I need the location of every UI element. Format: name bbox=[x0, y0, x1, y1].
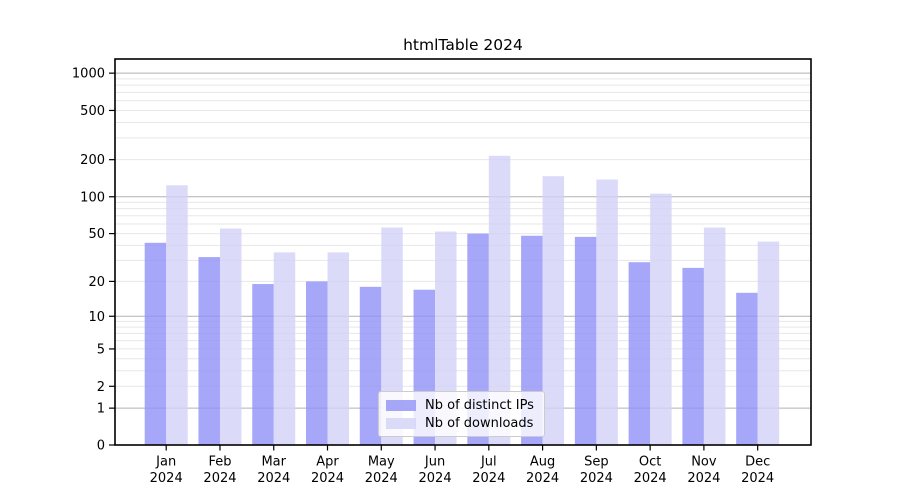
legend-label-downloads: Nb of downloads bbox=[425, 415, 534, 431]
y-tick-label: 200 bbox=[80, 153, 105, 168]
bar-ips-oct bbox=[628, 262, 651, 445]
bar-downloads-aug bbox=[542, 176, 565, 445]
bar-ips-dec bbox=[736, 292, 758, 445]
bar-downloads-may bbox=[381, 227, 403, 445]
bar-ips-mar bbox=[252, 284, 274, 445]
bar-downloads-sep bbox=[596, 179, 618, 445]
legend-swatch-distinct-ips bbox=[386, 399, 416, 411]
x-tick-label-year: 2024 bbox=[741, 471, 774, 486]
legend: Nb of distinct IPs Nb of downloads bbox=[378, 391, 545, 437]
bar-downloads-jan bbox=[166, 185, 188, 445]
y-tick-label: 10 bbox=[88, 310, 105, 325]
y-tick-label: 1 bbox=[97, 402, 105, 417]
x-tick-label-year: 2024 bbox=[203, 471, 236, 486]
legend-label-distinct-ips: Nb of distinct IPs bbox=[425, 397, 534, 413]
bar-downloads-oct bbox=[650, 193, 672, 445]
x-tick-label-year: 2024 bbox=[634, 471, 667, 486]
y-tick-label: 1000 bbox=[72, 67, 105, 82]
x-tick-label-month: Apr bbox=[316, 455, 339, 470]
x-tick-label-year: 2024 bbox=[257, 471, 290, 486]
y-tick-label: 20 bbox=[88, 275, 105, 290]
y-tick-label: 2 bbox=[97, 380, 105, 395]
bar-downloads-jul bbox=[488, 155, 511, 445]
chart-title: htmlTable 2024 bbox=[403, 36, 523, 54]
bar-ips-apr bbox=[306, 281, 328, 445]
x-tick-label-month: Nov bbox=[691, 455, 717, 470]
y-tick-label: 5 bbox=[97, 342, 105, 357]
bar-ips-sep bbox=[574, 236, 597, 445]
y-tick-label: 0 bbox=[97, 439, 105, 454]
x-tick-label-year: 2024 bbox=[687, 471, 720, 486]
legend-entry-distinct-ips: Nb of distinct IPs bbox=[386, 397, 544, 413]
x-tick-label-month: Feb bbox=[208, 455, 231, 470]
x-tick-label-month: Aug bbox=[530, 455, 555, 470]
x-tick-label-year: 2024 bbox=[580, 471, 613, 486]
x-tick-label-year: 2024 bbox=[311, 471, 344, 486]
x-tick-label-year: 2024 bbox=[419, 471, 452, 486]
x-tick-label-month: Jun bbox=[424, 455, 445, 470]
bar-ips-may bbox=[359, 286, 382, 445]
x-tick-label-month: Jan bbox=[155, 455, 176, 470]
y-tick-label: 50 bbox=[88, 227, 105, 242]
x-tick-label-month: Sep bbox=[584, 455, 609, 470]
bar-ips-nov bbox=[682, 267, 704, 445]
x-tick-label-month: Jul bbox=[480, 455, 497, 470]
x-tick-label-year: 2024 bbox=[150, 471, 183, 486]
plot-border bbox=[114, 58, 812, 446]
y-tick-label: 100 bbox=[80, 190, 105, 205]
x-tick-label-month: Dec bbox=[745, 455, 770, 470]
legend-entry-downloads: Nb of downloads bbox=[386, 415, 544, 431]
bar-downloads-feb bbox=[219, 228, 242, 445]
bar-downloads-mar bbox=[273, 252, 296, 445]
bar-downloads-nov bbox=[703, 227, 726, 445]
bar-downloads-dec bbox=[757, 241, 780, 445]
legend-swatch-downloads bbox=[386, 417, 416, 429]
bar-ips-jan bbox=[144, 242, 167, 445]
x-tick-label-month: Mar bbox=[261, 455, 286, 470]
y-tick-label: 500 bbox=[80, 104, 105, 119]
x-tick-label-year: 2024 bbox=[472, 471, 505, 486]
bar-downloads-apr bbox=[327, 252, 350, 445]
x-tick-label-year: 2024 bbox=[526, 471, 559, 486]
x-tick-label-year: 2024 bbox=[365, 471, 398, 486]
bar-ips-feb bbox=[198, 257, 220, 445]
x-tick-label-month: Oct bbox=[639, 455, 661, 470]
x-tick-label-month: May bbox=[368, 455, 395, 470]
